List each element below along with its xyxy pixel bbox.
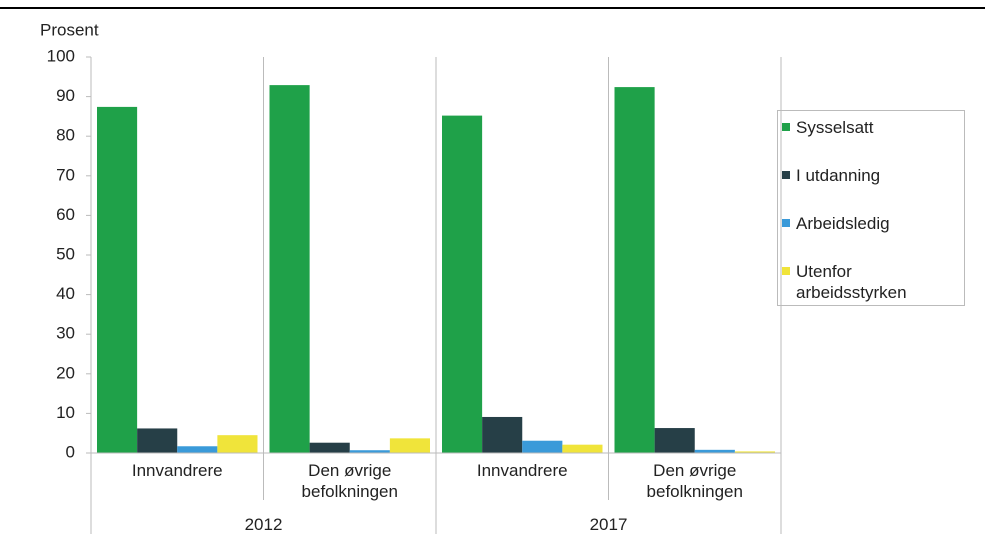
legend-label: Arbeidsledig — [796, 214, 890, 233]
y-tick-label: 20 — [56, 363, 75, 382]
bar — [389, 438, 430, 453]
y-tick-label: 40 — [56, 284, 75, 303]
y-tick-label: 70 — [56, 165, 75, 184]
x-tick-label: Den øvrige befolkningen — [646, 461, 743, 501]
y-axis-label: Prosent — [40, 20, 99, 39]
bar — [97, 106, 138, 453]
y-tick-label: 30 — [56, 324, 75, 343]
legend-label: Utenfor arbeidsstyrken — [796, 262, 907, 302]
legend-entry: Sysselsatt — [782, 117, 958, 138]
legend: Sysselsatt I utdanning Arbeidsledig Utenfor… — [777, 110, 965, 306]
legend-entry: I utdanning — [782, 165, 958, 186]
y-tick-label: 50 — [56, 244, 75, 263]
legend-swatch — [782, 123, 790, 131]
legend-swatch — [782, 219, 790, 227]
bar — [694, 449, 735, 453]
bar — [309, 442, 350, 453]
legend-label: I utdanning — [796, 166, 881, 185]
bar — [442, 115, 483, 453]
legend-swatch — [782, 267, 790, 275]
legend-entry: Arbeidsledig — [782, 213, 958, 234]
y-tick-label: 100 — [47, 46, 75, 65]
x-tick-label: Innvandrere — [131, 461, 223, 480]
bar — [349, 450, 390, 453]
bar — [562, 444, 603, 453]
bar — [482, 416, 523, 453]
group-label: 2012 — [244, 515, 283, 534]
bar — [522, 440, 563, 453]
x-tick-label: Den øvrige befolkningen — [301, 461, 398, 501]
legend-label: Sysselsatt — [796, 118, 874, 137]
y-tick-label: 80 — [56, 126, 75, 145]
bar — [654, 428, 695, 453]
y-tick-label: 0 — [66, 442, 75, 461]
bar — [734, 451, 775, 453]
x-tick-label: Innvandrere — [476, 461, 568, 480]
bar — [614, 87, 655, 453]
legend-entry: Utenfor arbeidsstyrken — [782, 261, 958, 303]
y-tick-label: 10 — [56, 403, 75, 422]
bar — [269, 85, 310, 453]
group-label: 2017 — [589, 515, 628, 534]
bar — [137, 428, 178, 453]
y-tick-label: 60 — [56, 205, 75, 224]
bar — [217, 435, 258, 453]
bar — [177, 446, 218, 453]
legend-swatch — [782, 171, 790, 179]
y-tick-label: 90 — [56, 86, 75, 105]
